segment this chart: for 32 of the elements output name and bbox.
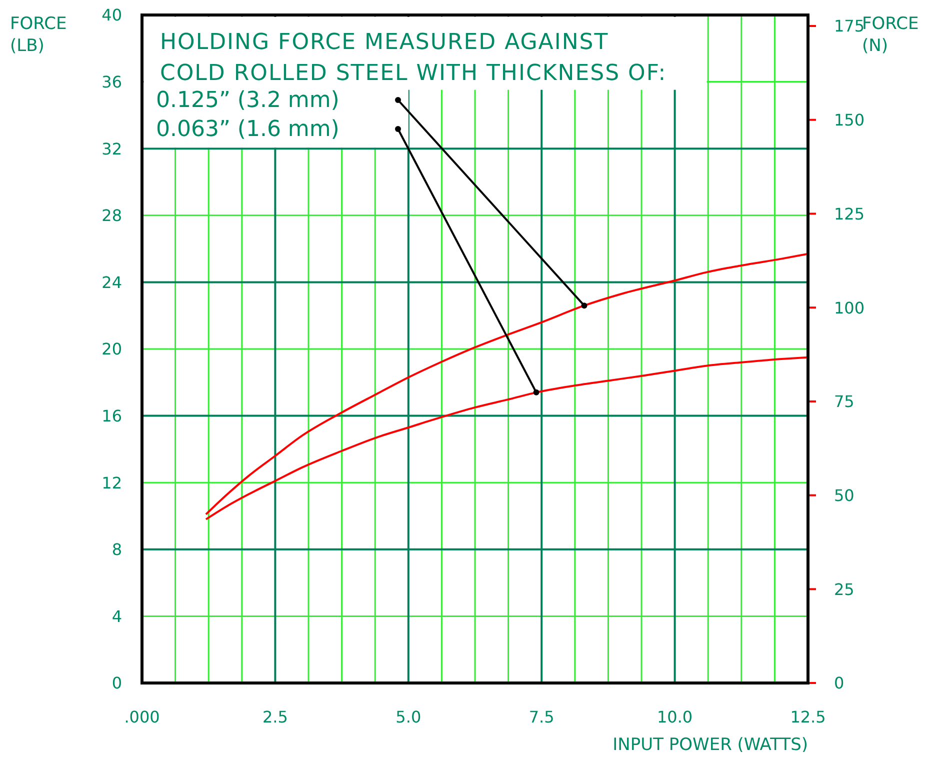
y2-tick-label: 50 [834, 486, 854, 505]
y2-tick-label: 175 [834, 16, 865, 36]
annotation: 0.063” (1.6 mm) [156, 117, 340, 142]
y-tick-label: 40 [102, 6, 122, 25]
x-axis-title: INPUT POWER (WATTS) [612, 735, 808, 755]
y2-tick-label: 0 [834, 674, 844, 693]
y-tick-label: 8 [112, 540, 122, 560]
y-tick-label: 28 [102, 206, 122, 226]
x-tick-label: 2.5 [262, 707, 288, 726]
annotation: 0.125” (3.2 mm) [156, 88, 340, 113]
y-tick-label: 12 [102, 473, 122, 492]
y-tick-label: 36 [102, 72, 122, 92]
x-tick-label: .000 [124, 707, 160, 726]
x-tick-label: 7.5 [528, 707, 554, 726]
y-tick-label: 20 [102, 340, 122, 359]
y-tick-label: 4 [112, 606, 122, 626]
y2-tick-label: 100 [834, 298, 865, 318]
x-tick-label: 5.0 [396, 707, 422, 726]
y2-tick-label: 125 [834, 204, 865, 224]
y2-tick-label: 150 [834, 110, 865, 130]
y2-tick-label: 25 [834, 580, 854, 599]
x-tick-label: 10.0 [656, 707, 693, 726]
x-tick-label: 12.5 [790, 707, 826, 726]
y-tick-label: 24 [102, 272, 122, 292]
y-tick-label: 16 [102, 406, 122, 426]
line-series [204, 356, 808, 520]
text: HOLDING FORCE MEASURED AGAINST COLD ROLLED STEEL WITH THICKNESS OF: [160, 30, 667, 86]
y2-axis-title: FORCE (N) [862, 14, 919, 56]
y2-tick-label: 75 [834, 392, 854, 412]
y-tick-label: 32 [102, 139, 122, 158]
y-axis-title: FORCE (LB) [10, 14, 67, 56]
y-tick-label: 0 [112, 674, 122, 693]
